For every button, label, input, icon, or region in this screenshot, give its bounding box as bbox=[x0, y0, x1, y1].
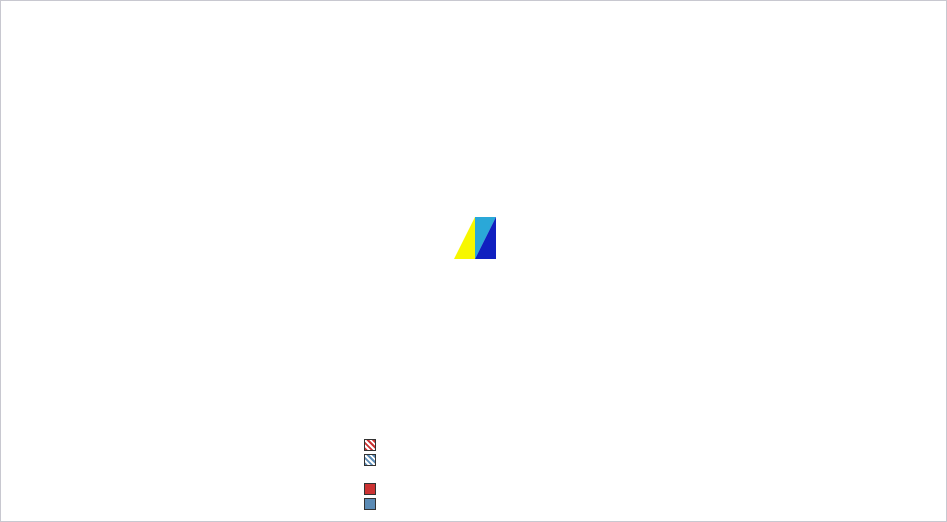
hist-row-vlaga bbox=[41, 453, 380, 468]
hist-row-temp bbox=[41, 438, 380, 453]
curr-row-temp bbox=[41, 482, 380, 497]
temp-curr-marker-icon bbox=[364, 483, 376, 495]
curr-col-headers bbox=[41, 468, 380, 483]
vlaga-hist-marker-icon bbox=[364, 454, 376, 466]
hist-col-headers bbox=[41, 423, 380, 438]
chart-container bbox=[0, 0, 947, 522]
vlaga-curr-marker-icon bbox=[364, 498, 376, 510]
chart-title bbox=[1, 1, 946, 5]
chart-svg bbox=[33, 11, 933, 371]
temp-hist-marker-icon bbox=[364, 439, 376, 451]
data-tables bbox=[41, 423, 380, 512]
chart-subtitle bbox=[1, 373, 946, 403]
curr-row-vlaga bbox=[41, 497, 380, 512]
